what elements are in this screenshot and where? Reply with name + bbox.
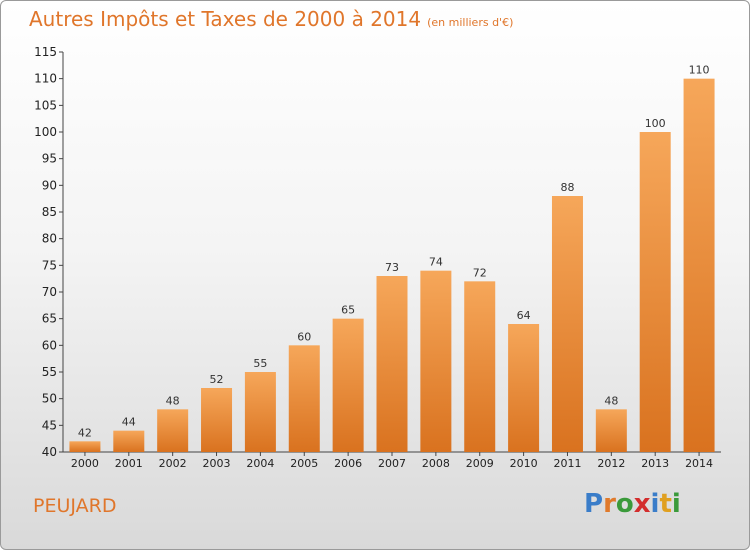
x-tick-label: 2012	[597, 457, 625, 470]
bar-value-label: 52	[210, 373, 224, 386]
logo-letter: r	[603, 489, 616, 519]
bar[interactable]	[595, 409, 627, 452]
logo-letter: i	[650, 489, 660, 519]
bar-value-label: 72	[473, 266, 487, 279]
y-tick-label: 60	[42, 338, 57, 352]
bar[interactable]	[376, 276, 408, 452]
x-tick-label: 2007	[378, 457, 406, 470]
x-tick-label: 2003	[203, 457, 231, 470]
bar[interactable]	[508, 324, 540, 452]
commune-name: PEUJARD	[33, 495, 117, 517]
logo-letter: o	[615, 489, 634, 519]
bar-value-label: 65	[341, 304, 355, 317]
y-tick-label: 105	[34, 98, 57, 112]
bar-value-label: 73	[385, 261, 399, 274]
bar[interactable]	[288, 345, 320, 452]
bar[interactable]	[551, 196, 583, 452]
y-tick-label: 40	[42, 445, 57, 459]
bar-value-label: 88	[560, 181, 574, 194]
x-tick-label: 2005	[290, 457, 318, 470]
bar[interactable]	[69, 441, 101, 452]
y-tick-label: 75	[42, 258, 57, 272]
bar-value-label: 44	[122, 416, 136, 429]
x-tick-label: 2000	[71, 457, 99, 470]
y-tick-label: 95	[42, 152, 57, 166]
x-tick-label: 2008	[422, 457, 450, 470]
logo-letter: t	[659, 489, 672, 519]
chart-subtitle: (en milliers d'€)	[427, 16, 514, 29]
bar[interactable]	[332, 318, 364, 452]
y-tick-label: 70	[42, 285, 57, 299]
chart-title: Autres Impôts et Taxes de 2000 à 2014 (en…	[29, 7, 513, 31]
bar[interactable]	[113, 430, 145, 452]
bar[interactable]	[464, 281, 496, 452]
y-tick-label: 80	[42, 232, 57, 246]
x-tick-label: 2010	[510, 457, 538, 470]
x-tick-label: 2002	[159, 457, 187, 470]
y-tick-label: 100	[34, 125, 57, 139]
bar[interactable]	[244, 372, 276, 452]
y-tick-label: 65	[42, 312, 57, 326]
x-tick-label: 2001	[115, 457, 143, 470]
x-tick-label: 2011	[553, 457, 581, 470]
y-tick-label: 110	[34, 72, 57, 86]
bar-value-label: 42	[78, 426, 92, 439]
y-tick-label: 85	[42, 205, 57, 219]
x-tick-label: 2013	[641, 457, 669, 470]
y-tick-label: 50	[42, 392, 57, 406]
bar-value-label: 55	[253, 357, 267, 370]
bar-value-label: 74	[429, 256, 443, 269]
bar-value-label: 64	[517, 309, 531, 322]
y-tick-label: 90	[42, 178, 57, 192]
proxiti-logo[interactable]: Proxiti	[584, 489, 681, 519]
bar-value-label: 60	[297, 330, 311, 343]
bar[interactable]	[639, 132, 671, 452]
bar-value-label: 100	[645, 117, 666, 130]
logo-letter: P	[584, 489, 604, 519]
x-tick-label: 2006	[334, 457, 362, 470]
logo-letter: x	[633, 489, 651, 519]
x-tick-label: 2009	[466, 457, 494, 470]
bar[interactable]	[420, 270, 452, 452]
bar-value-label: 48	[604, 394, 618, 407]
x-tick-label: 2014	[685, 457, 713, 470]
bar-value-label: 48	[166, 394, 180, 407]
logo-letter: i	[671, 489, 681, 519]
chart-title-text: Autres Impôts et Taxes de 2000 à 2014	[29, 7, 422, 31]
bar[interactable]	[201, 388, 233, 452]
bar-value-label: 110	[689, 64, 710, 77]
bar[interactable]	[157, 409, 189, 452]
x-tick-label: 2004	[246, 457, 274, 470]
y-tick-label: 45	[42, 418, 57, 432]
y-tick-label: 55	[42, 365, 57, 379]
y-tick-label: 115	[34, 45, 57, 59]
bar[interactable]	[683, 78, 715, 453]
